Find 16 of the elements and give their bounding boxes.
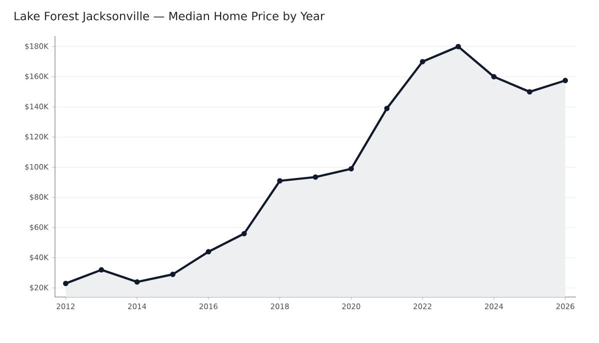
point bbox=[456, 44, 461, 50]
point bbox=[206, 249, 212, 254]
point bbox=[491, 74, 497, 80]
point bbox=[562, 78, 568, 84]
point bbox=[98, 267, 104, 273]
point bbox=[241, 230, 247, 236]
point bbox=[384, 106, 390, 112]
point bbox=[277, 178, 283, 184]
point bbox=[63, 280, 68, 286]
point bbox=[134, 279, 140, 285]
point bbox=[170, 272, 176, 278]
point bbox=[348, 166, 354, 172]
point bbox=[420, 58, 426, 64]
chart-title: Lake Forest Jacksonville — Median Home Price by Year bbox=[14, 11, 325, 23]
point bbox=[312, 174, 318, 180]
point bbox=[526, 89, 532, 95]
